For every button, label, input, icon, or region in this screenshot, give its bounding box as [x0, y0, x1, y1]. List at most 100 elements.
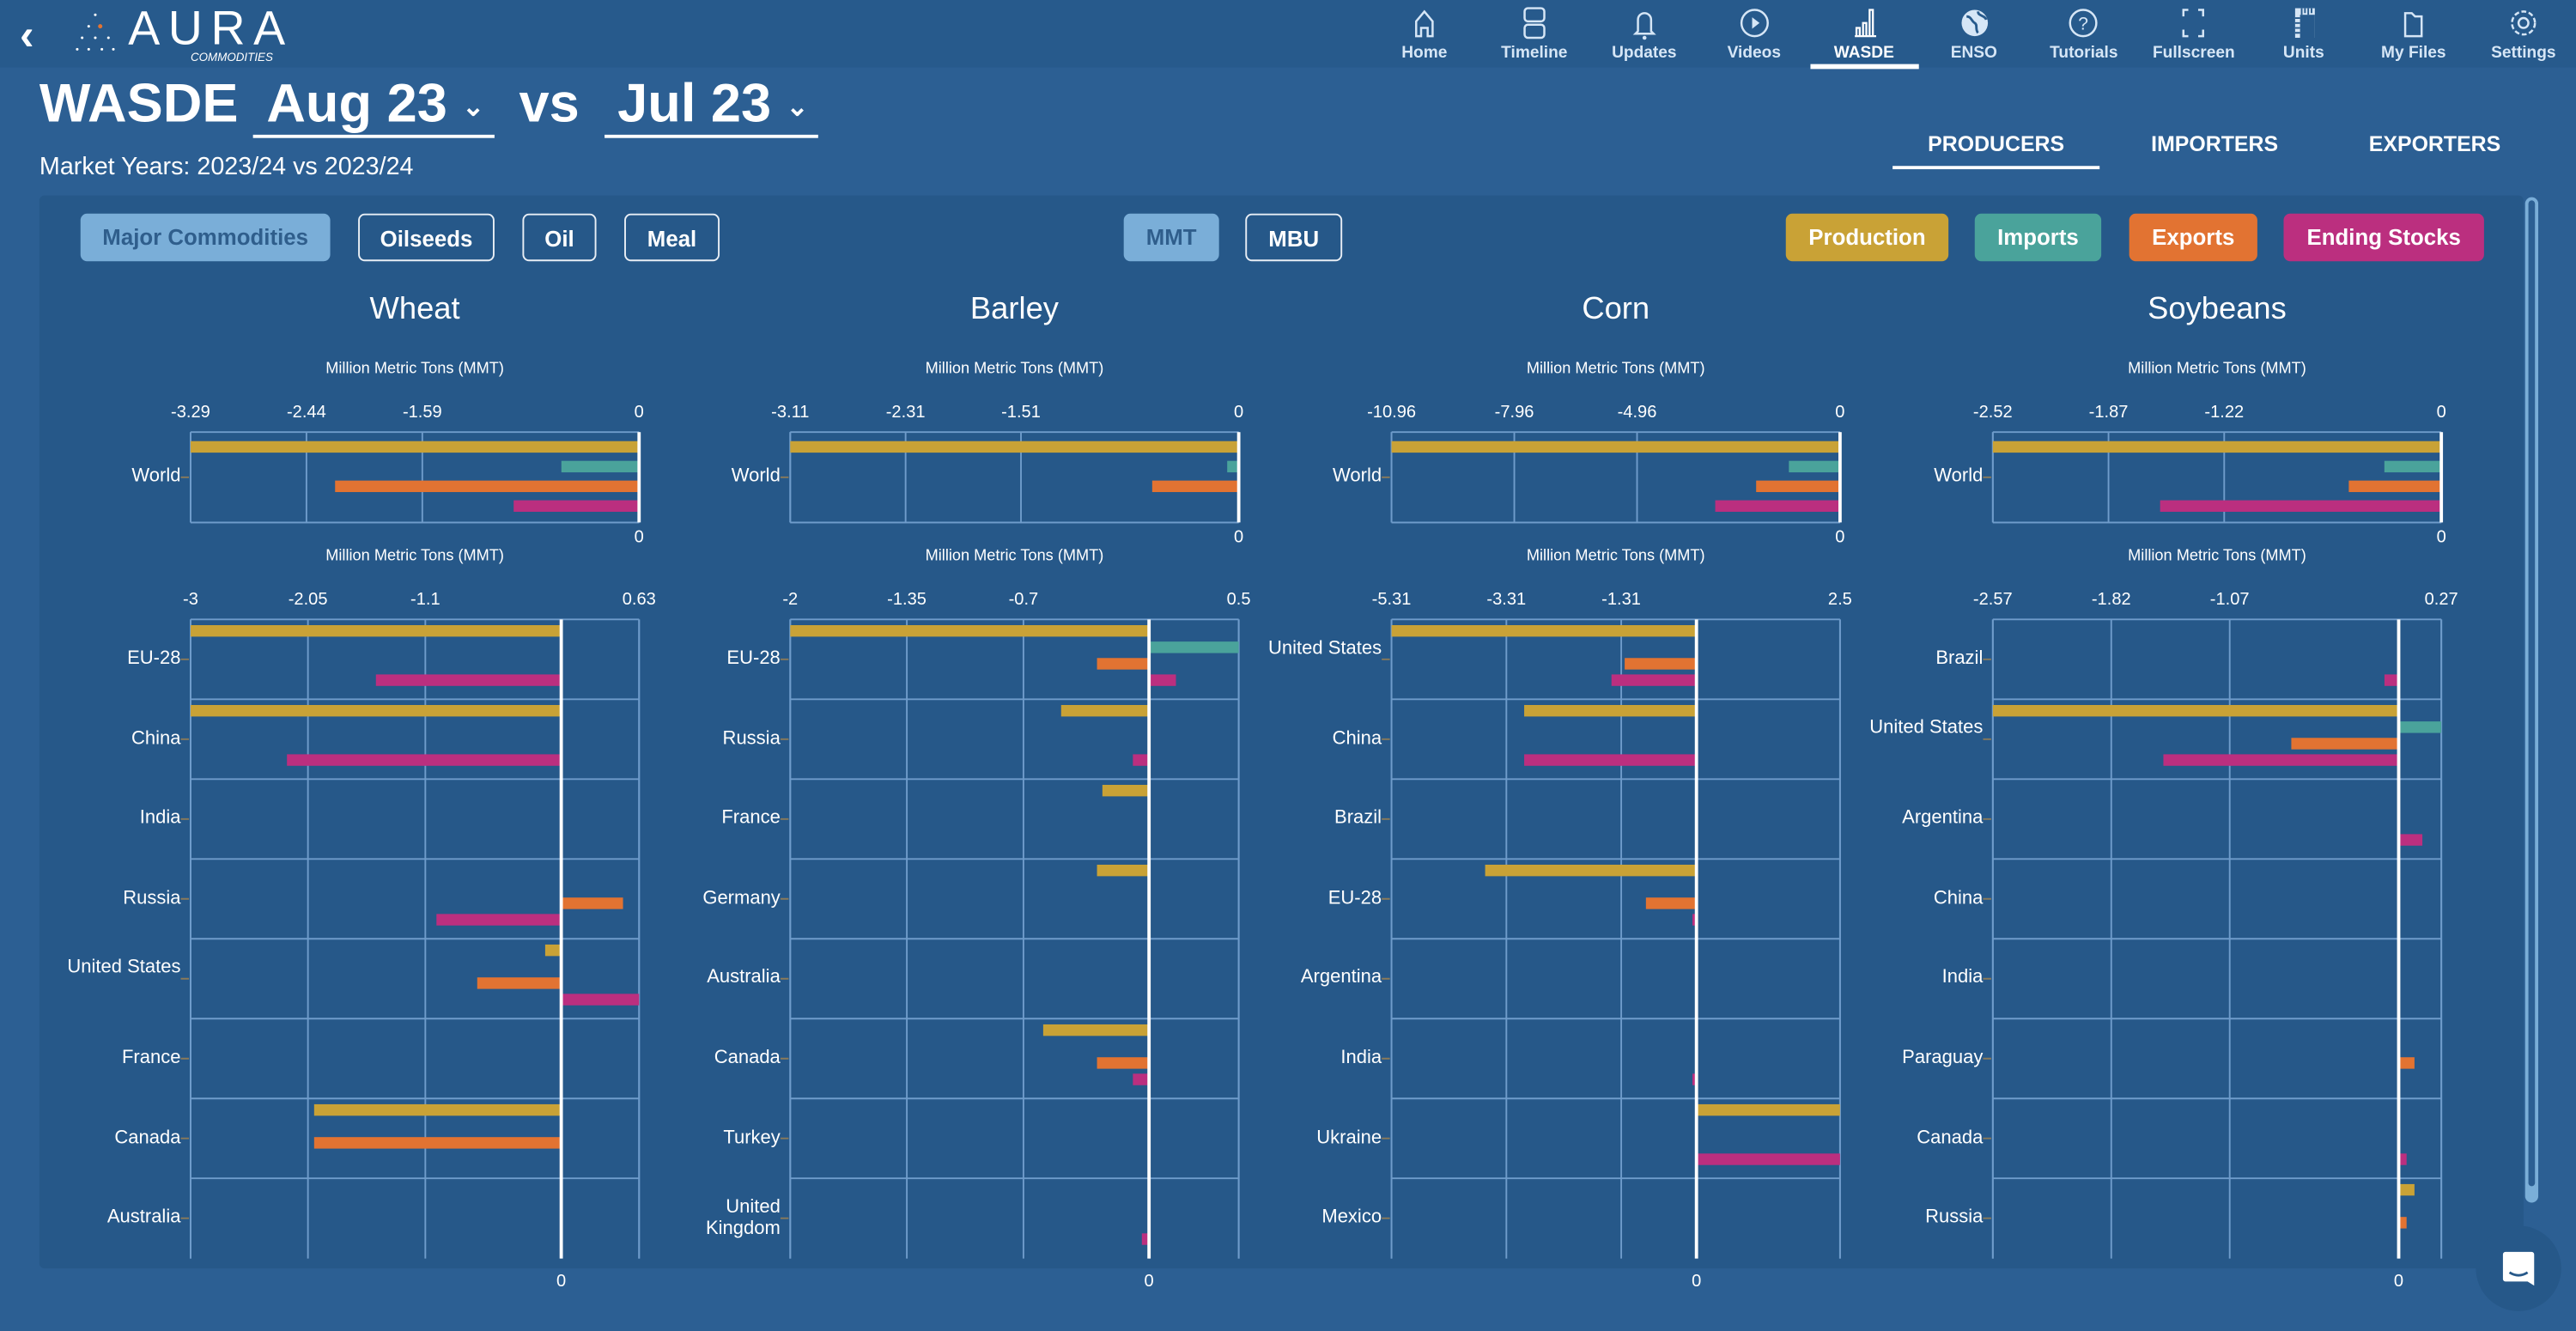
compare-month-select[interactable]: Jul 23 ⌄	[604, 72, 818, 138]
bell-icon	[1632, 12, 1656, 40]
zero-tick-label: 0	[2393, 1271, 2404, 1291]
bar-exports[interactable]	[2398, 1217, 2407, 1229]
bar-ending-stocks[interactable]	[2398, 1153, 2407, 1165]
bar-production[interactable]	[1042, 1024, 1150, 1036]
back-button[interactable]: ‹	[20, 9, 34, 60]
bar-imports[interactable]	[561, 460, 640, 473]
bar-ending-stocks[interactable]	[1715, 500, 1840, 512]
bar-exports[interactable]	[2398, 1057, 2415, 1069]
bar-production[interactable]	[544, 944, 562, 957]
bar-production[interactable]	[190, 625, 562, 637]
bar-production[interactable]	[790, 625, 1150, 637]
filter-oilseeds[interactable]: Oilseeds	[358, 213, 495, 262]
bar-exports[interactable]	[1097, 658, 1150, 670]
bar-production[interactable]	[313, 1103, 562, 1116]
bar-imports[interactable]	[1789, 460, 1840, 473]
bar-ending-stocks[interactable]	[287, 754, 562, 766]
bar-exports[interactable]	[1097, 1057, 1150, 1069]
bar-ending-stocks[interactable]	[513, 500, 640, 512]
x-axis-label: Million Metric Tons (MMT)	[1526, 547, 1705, 566]
bar-production[interactable]	[1992, 704, 2399, 717]
bar-ending-stocks[interactable]	[1692, 914, 1697, 926]
tab-exporters[interactable]: EXPORTERS	[2368, 131, 2501, 156]
bar-production[interactable]	[1992, 441, 2442, 453]
logo[interactable]: AURA COMMODITIES	[72, 3, 285, 64]
bar-exports[interactable]	[1645, 897, 1697, 909]
bar-production[interactable]	[2398, 1183, 2415, 1196]
unit-mmt[interactable]: MMT	[1123, 213, 1219, 262]
bar-exports[interactable]	[335, 480, 640, 493]
nav-videos[interactable]: Videos	[1700, 5, 1808, 63]
bar-imports[interactable]	[1149, 641, 1239, 653]
bar-ending-stocks[interactable]	[561, 994, 640, 1006]
bar-production[interactable]	[790, 441, 1239, 453]
bar-exports[interactable]	[2291, 738, 2399, 750]
filter-meal[interactable]: Meal	[624, 213, 720, 262]
bar-exports[interactable]	[477, 977, 562, 989]
tab-importers[interactable]: IMPORTERS	[2151, 131, 2279, 156]
legend-exports[interactable]: Exports	[2129, 213, 2257, 262]
nav-my-files[interactable]: My Files	[2360, 5, 2468, 63]
bar-ending-stocks[interactable]	[1133, 1073, 1150, 1085]
bar-production[interactable]	[190, 704, 562, 717]
bar-ending-stocks[interactable]	[1692, 1073, 1697, 1085]
nav-updates[interactable]: Updates	[1590, 5, 1698, 63]
nav-fullscreen[interactable]: Fullscreen	[2140, 5, 2248, 63]
nav-tutorials[interactable]: ? Tutorials	[2030, 5, 2138, 63]
bar-ending-stocks[interactable]	[1133, 754, 1150, 766]
nav-timeline[interactable]: Timeline	[1480, 5, 1589, 63]
bar-chart-plot	[1382, 431, 1842, 524]
bar-production[interactable]	[1524, 704, 1697, 717]
bar-imports[interactable]	[2398, 721, 2442, 733]
bar-production[interactable]	[1060, 704, 1150, 717]
x-tick-label: 0.5	[1226, 589, 1251, 610]
chat-button[interactable]	[2476, 1225, 2561, 1311]
bar-production[interactable]	[1485, 864, 1697, 877]
legend-production[interactable]: Production	[1785, 213, 1949, 262]
bar-ending-stocks[interactable]	[2398, 834, 2423, 846]
nav-units[interactable]: Units	[2250, 5, 2358, 63]
bar-ending-stocks[interactable]	[1149, 674, 1176, 686]
nav-settings[interactable]: Settings	[2470, 5, 2576, 63]
legend-imports[interactable]: Imports	[1974, 213, 2102, 262]
category-label: India	[1941, 968, 1984, 988]
bar-production[interactable]	[1391, 625, 1697, 637]
bar-exports[interactable]	[561, 897, 623, 909]
bar-production[interactable]	[1102, 784, 1150, 797]
bar-production[interactable]	[1391, 441, 1840, 453]
x-tick-label: -2	[782, 589, 799, 610]
nav-home[interactable]: Home	[1370, 5, 1479, 63]
report-month-select[interactable]: Aug 23 ⌄	[253, 72, 495, 138]
x-tick-label: -1.07	[2209, 589, 2250, 610]
zero-tick-label: 0	[1692, 1271, 1702, 1291]
bar-ending-stocks[interactable]	[1696, 1153, 1840, 1165]
bar-ending-stocks[interactable]	[375, 674, 562, 686]
nav-wasde[interactable]: WASDE	[1809, 5, 1918, 70]
bar-exports[interactable]	[2348, 480, 2442, 493]
bar-exports[interactable]	[1151, 480, 1239, 493]
bar-imports[interactable]	[1227, 460, 1239, 473]
unit-mbu[interactable]: MBU	[1245, 213, 1343, 262]
bar-ending-stocks[interactable]	[2384, 674, 2399, 686]
tab-producers[interactable]: PRODUCERS	[1893, 131, 2100, 170]
bar-ending-stocks[interactable]	[1141, 1233, 1150, 1245]
filter-oil[interactable]: Oil	[522, 213, 597, 262]
bar-ending-stocks[interactable]	[1524, 754, 1697, 766]
bar-imports[interactable]	[2384, 460, 2442, 473]
bar-production[interactable]	[1696, 1103, 1840, 1116]
bar-ending-stocks[interactable]	[2163, 754, 2399, 766]
filter-major-commodities[interactable]: Major Commodities	[80, 213, 331, 262]
bar-production[interactable]	[1097, 864, 1150, 877]
scrollbar-thumb[interactable]	[2528, 200, 2536, 1187]
bar-exports[interactable]	[313, 1137, 562, 1149]
bar-exports[interactable]	[1756, 480, 1840, 493]
category-label: Argentina	[1902, 808, 1984, 829]
x-axis-label: Million Metric Tons (MMT)	[2128, 360, 2306, 379]
bar-ending-stocks[interactable]	[1611, 674, 1697, 686]
bar-production[interactable]	[190, 441, 640, 453]
legend-ending-stocks[interactable]: Ending Stocks	[2283, 213, 2484, 262]
bar-ending-stocks[interactable]	[2160, 500, 2442, 512]
bar-ending-stocks[interactable]	[436, 914, 562, 926]
nav-enso[interactable]: ENSO	[1920, 5, 2028, 63]
bar-exports[interactable]	[1625, 658, 1697, 670]
